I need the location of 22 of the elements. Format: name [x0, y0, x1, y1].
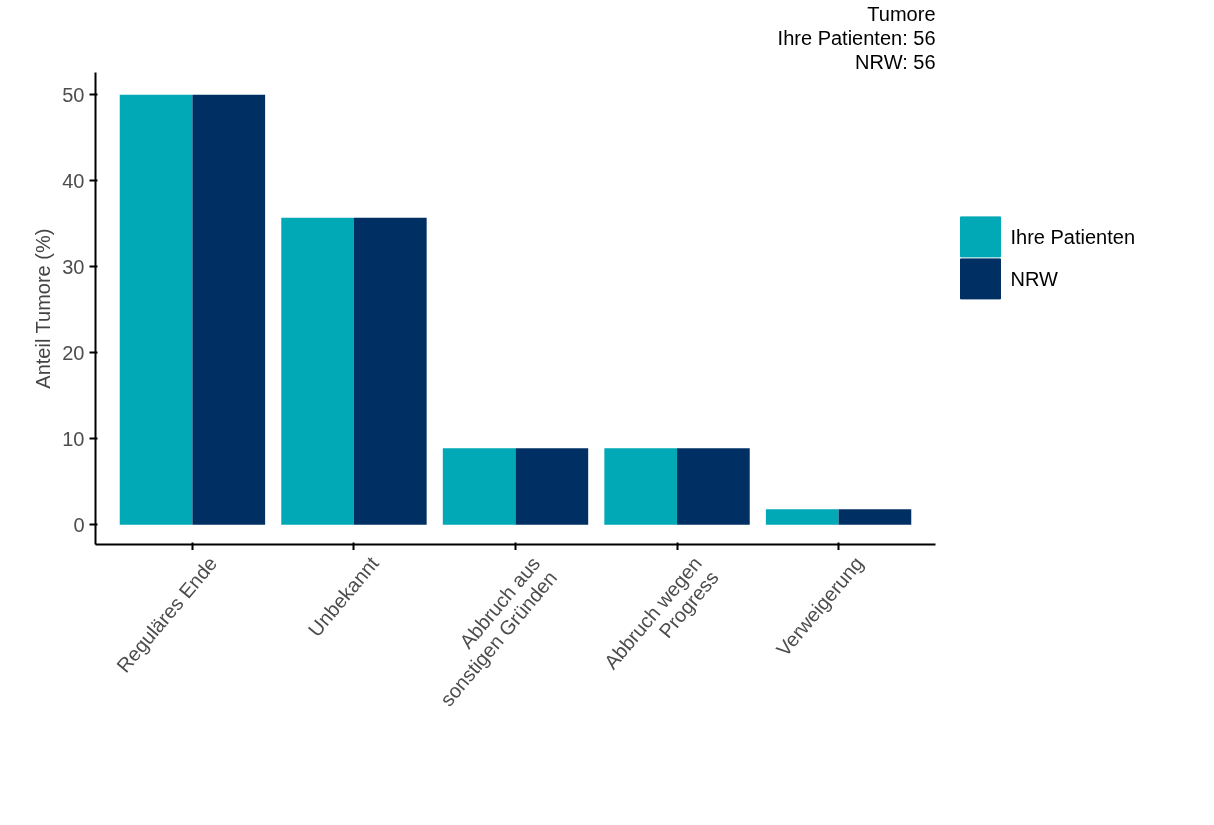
text: Tumore	[867, 2, 936, 25]
bar	[119, 94, 193, 525]
bar	[838, 509, 912, 525]
bar	[192, 94, 266, 525]
bar	[515, 448, 589, 525]
y-tick-label: 40	[62, 169, 85, 192]
bar	[442, 448, 516, 525]
y-tick-label: 10	[62, 427, 85, 450]
text: Ihre Patienten: 56	[777, 26, 936, 49]
legend-label: Ihre Patienten	[1010, 225, 1136, 248]
bar	[281, 217, 354, 525]
y-tick-label: 0	[73, 513, 85, 536]
bar	[604, 448, 678, 525]
y-tick-label: 30	[62, 255, 85, 278]
bar	[677, 448, 750, 525]
y-tick-label: 20	[62, 341, 85, 364]
legend-label: NRW	[1010, 267, 1059, 290]
bar	[765, 509, 839, 525]
annotation: NRW: 56	[855, 50, 936, 73]
bar	[353, 217, 427, 525]
y-tick-label: 50	[62, 83, 85, 106]
y-axis-title: Anteil Tumore (%)	[32, 228, 55, 389]
